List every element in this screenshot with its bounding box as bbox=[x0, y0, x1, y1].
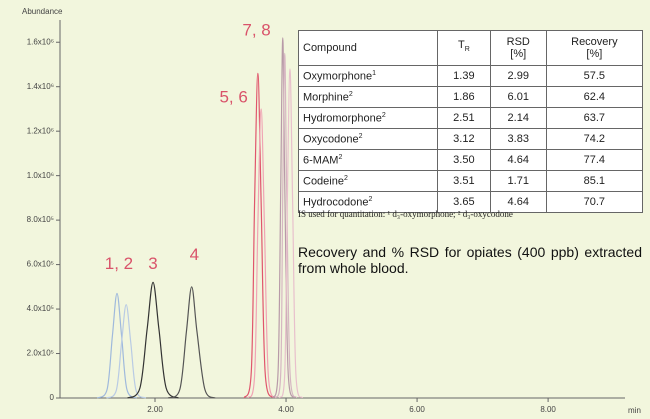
x-tick-label: 4.00 bbox=[278, 405, 294, 414]
value-cell: 4.64 bbox=[489, 149, 547, 171]
value-cell: 62.4 bbox=[545, 86, 644, 108]
peak-label: 4 bbox=[190, 245, 199, 264]
column-header: TR bbox=[437, 30, 491, 66]
y-tick-label: 8.0x10⁵ bbox=[27, 215, 54, 224]
x-tick-label: 2.00 bbox=[147, 405, 163, 414]
compound-name: Morphine bbox=[303, 91, 349, 104]
header-text: RSD bbox=[506, 36, 530, 48]
caption: Recovery and % RSD for opiates (400 ppb)… bbox=[298, 244, 642, 276]
compound-name: Hydromorphone bbox=[303, 112, 382, 125]
compound-ref: 1 bbox=[372, 69, 376, 77]
value-cell: 85.1 bbox=[545, 170, 644, 192]
peak-label: 1, 2 bbox=[105, 254, 133, 273]
results-table: Compound TR RSD [%] Recovery [%] Oxymorphone1 1… bbox=[298, 30, 644, 213]
peak-line bbox=[106, 304, 147, 399]
value-cell: 3.12 bbox=[437, 128, 491, 150]
table-row: Hydromorphone2 2.51 2.14 63.7 bbox=[298, 107, 644, 129]
y-tick-label: 1.2x10⁶ bbox=[27, 126, 54, 135]
peak-line bbox=[272, 37, 295, 399]
value-cell: 2.51 bbox=[437, 107, 491, 129]
column-header: Compound bbox=[298, 30, 438, 66]
value-cell: 6.01 bbox=[489, 86, 547, 108]
table-row: Oxymorphone1 1.39 2.99 57.5 bbox=[298, 65, 644, 87]
header-subscript: R bbox=[464, 46, 470, 54]
compound-cell: Codeine2 bbox=[298, 170, 438, 192]
peak-label: 7, 8 bbox=[242, 21, 270, 40]
header-text: T bbox=[457, 39, 465, 52]
table-row: 6-MAM2 3.50 4.64 77.4 bbox=[298, 149, 644, 171]
x-tick-label: 6.00 bbox=[409, 405, 425, 414]
compound-name: Oxymorphone bbox=[303, 70, 373, 83]
y-tick-label: 1.0x10⁶ bbox=[27, 171, 54, 180]
header-text: Compound bbox=[303, 42, 357, 54]
peak-label: 3 bbox=[148, 254, 157, 273]
column-header: RSD [%] bbox=[489, 30, 547, 66]
value-cell: 74.2 bbox=[545, 128, 644, 150]
peak-line bbox=[243, 72, 274, 399]
table-row: Hydrocodone2 3.65 4.64 70.7 bbox=[298, 191, 644, 213]
y-tick-label: 1.6x10⁶ bbox=[27, 37, 54, 46]
value-cell: 3.50 bbox=[437, 149, 491, 171]
peak-label: 5, 6 bbox=[219, 87, 247, 106]
table-row: Morphine2 1.86 6.01 62.4 bbox=[298, 86, 644, 108]
compound-ref: 2 bbox=[338, 153, 343, 161]
peak-line bbox=[96, 292, 138, 399]
peak-line bbox=[247, 108, 277, 399]
x-axis-label: min bbox=[628, 406, 641, 415]
footnote: IS used for quantitation: ¹ d₃-oxymorpho… bbox=[298, 209, 513, 219]
y-tick-label: 6.0x10⁵ bbox=[27, 260, 54, 269]
value-cell: 2.14 bbox=[489, 107, 547, 129]
y-axis-label: Abundance bbox=[22, 7, 63, 16]
compound-ref: 2 bbox=[381, 111, 386, 119]
table-row: Oxycodone2 3.12 3.83 74.2 bbox=[298, 128, 644, 150]
value-cell: 3.65 bbox=[437, 191, 491, 213]
compound-ref: 2 bbox=[358, 132, 363, 140]
peak-line bbox=[274, 52, 298, 399]
x-tick-label: 8.00 bbox=[540, 405, 556, 414]
y-tick-label: 1.4x10⁶ bbox=[27, 82, 54, 91]
column-header: Recovery [%] bbox=[545, 30, 644, 66]
compound-name: Codeine bbox=[303, 175, 344, 188]
compound-name: Hydrocodone bbox=[303, 196, 369, 209]
y-tick-label: 2.0x10⁵ bbox=[27, 349, 54, 358]
value-cell: 4.64 bbox=[489, 191, 547, 213]
header-unit: [%] bbox=[510, 48, 527, 60]
value-cell: 70.7 bbox=[545, 191, 644, 213]
compound-cell: Oxymorphone1 bbox=[298, 65, 438, 87]
value-cell: 77.4 bbox=[545, 149, 644, 171]
compound-cell: 6-MAM2 bbox=[298, 149, 438, 171]
compound-ref: 2 bbox=[348, 90, 353, 98]
compound-ref: 2 bbox=[368, 195, 373, 203]
compound-name: Oxycodone bbox=[303, 133, 359, 146]
compound-ref: 2 bbox=[343, 174, 348, 182]
header-text: Recovery bbox=[571, 36, 618, 48]
y-tick-label: 0 bbox=[50, 393, 55, 402]
y-tick-label: 4.0x10⁵ bbox=[27, 304, 54, 313]
value-cell: 1.86 bbox=[437, 86, 491, 108]
value-cell: 2.99 bbox=[489, 65, 547, 87]
peak-line bbox=[278, 68, 303, 399]
value-cell: 1.39 bbox=[437, 65, 491, 87]
value-cell: 63.7 bbox=[545, 107, 644, 129]
compound-cell: Hydrocodone2 bbox=[298, 191, 438, 213]
peak-line bbox=[167, 286, 216, 399]
value-cell: 3.83 bbox=[489, 128, 547, 150]
value-cell: 3.51 bbox=[437, 170, 491, 192]
compound-name: 6-MAM bbox=[303, 154, 339, 167]
table-row: Codeine2 3.51 1.71 85.1 bbox=[298, 170, 644, 192]
header-unit: [%] bbox=[586, 48, 603, 60]
value-cell: 57.5 bbox=[545, 65, 644, 87]
compound-cell: Hydromorphone2 bbox=[298, 107, 438, 129]
compound-cell: Morphine2 bbox=[298, 86, 438, 108]
compound-cell: Oxycodone2 bbox=[298, 128, 438, 150]
value-cell: 1.71 bbox=[489, 170, 547, 192]
peak-line bbox=[127, 281, 179, 399]
